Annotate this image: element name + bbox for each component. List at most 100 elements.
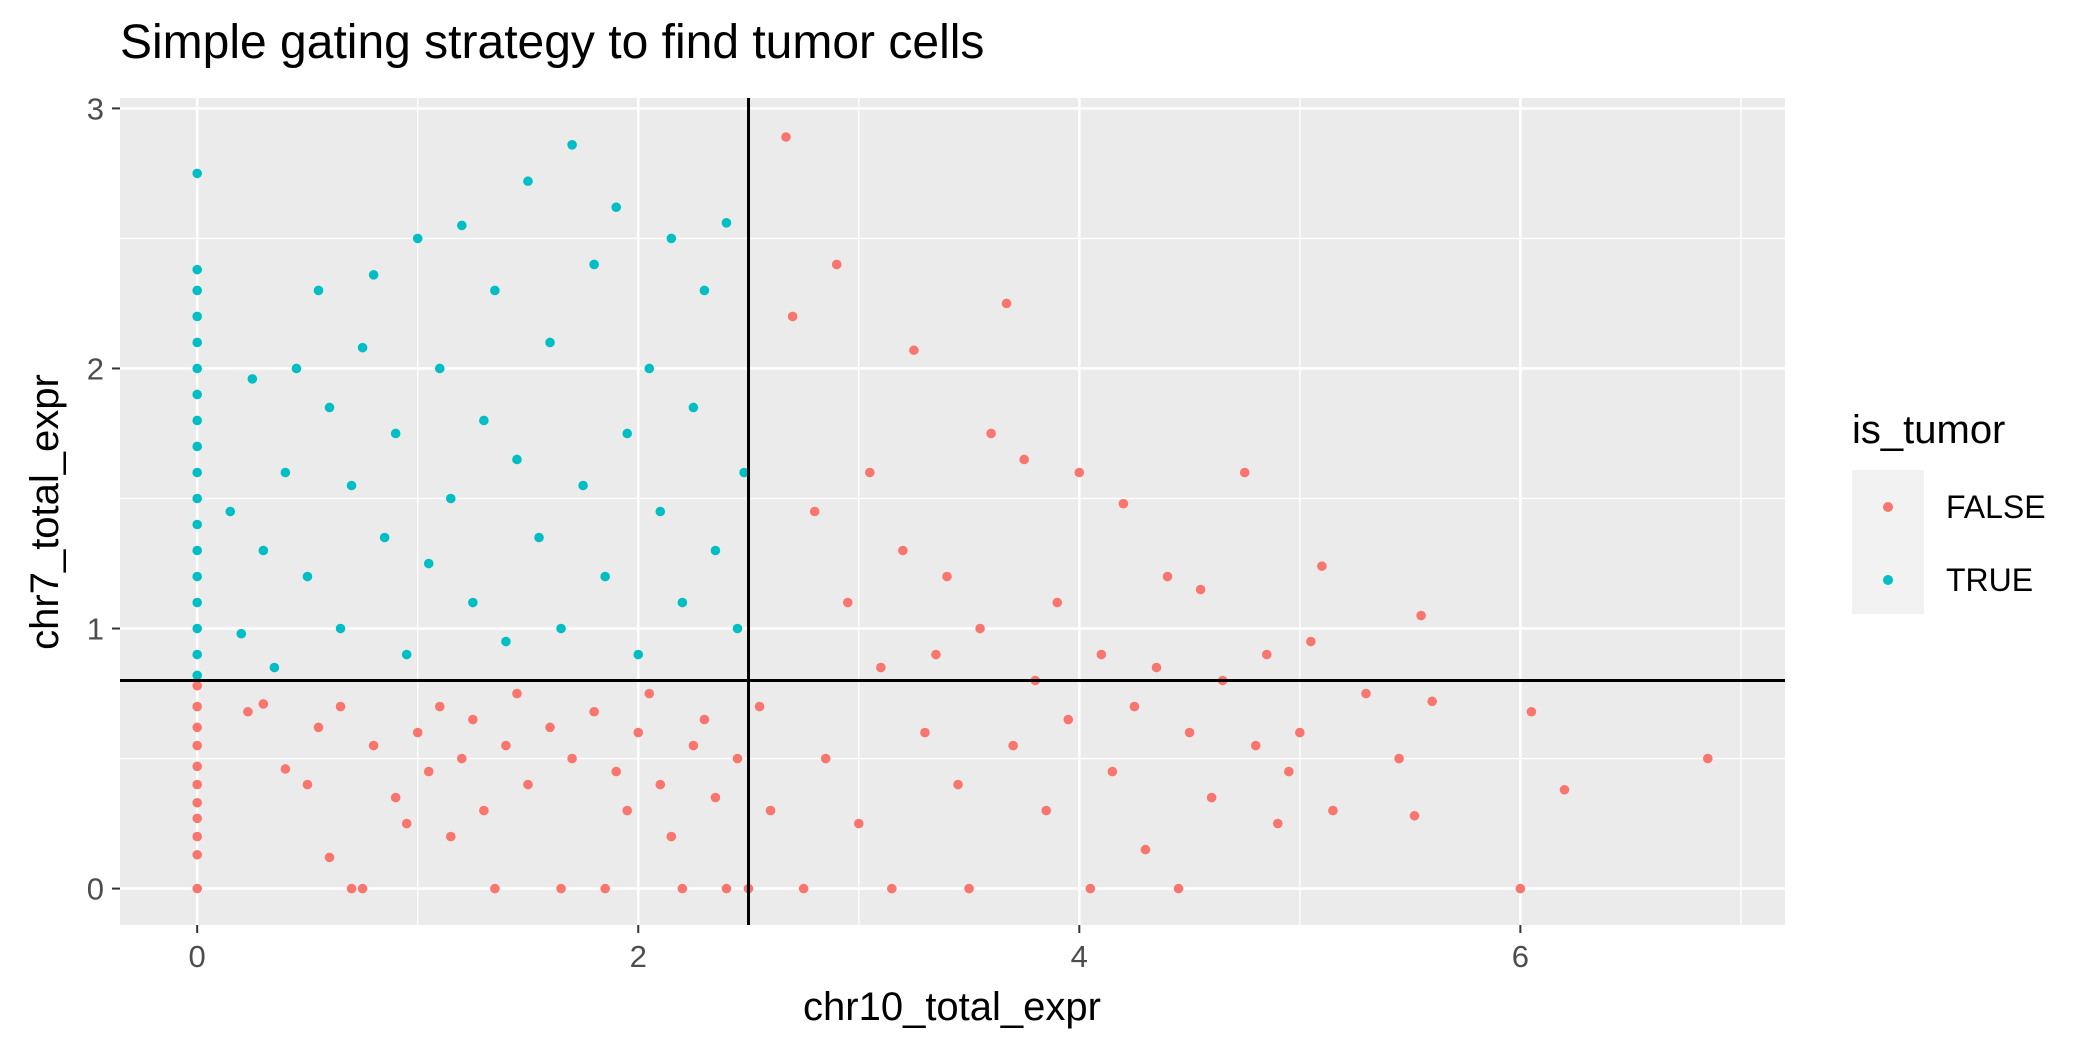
data-point-true [633, 649, 644, 660]
data-point-false [324, 852, 335, 863]
x-tick-label: 4 [1071, 939, 1088, 974]
data-point-true [578, 480, 588, 491]
data-point-false [302, 779, 313, 790]
data-point-false [556, 883, 566, 894]
legend-label-true: TRUE [1946, 562, 2033, 598]
data-point-true [324, 402, 335, 413]
data-point-true [192, 545, 202, 556]
data-point-true [677, 597, 688, 608]
data-point-false [853, 818, 864, 829]
data-point-false [831, 259, 842, 270]
data-point-false [710, 792, 721, 803]
data-point-false [1328, 805, 1338, 816]
data-point-false [1184, 727, 1195, 738]
data-point-false [754, 701, 765, 712]
x-tick-label: 6 [1512, 939, 1529, 974]
data-point-true [192, 467, 202, 478]
data-point-false [243, 706, 253, 717]
data-point-true [192, 623, 202, 634]
data-point-true [225, 506, 236, 517]
data-point-false [975, 623, 985, 634]
data-point-true [357, 342, 368, 353]
data-point-true [501, 636, 511, 647]
x-tick-label: 0 [189, 939, 206, 974]
data-point-false [545, 722, 555, 733]
legend: is_tumor FALSE TRUE [1852, 408, 2046, 614]
data-point-false [192, 740, 202, 751]
data-point-false [490, 883, 500, 894]
data-point-false [192, 797, 202, 808]
data-point-false [1063, 714, 1074, 725]
data-point-false [192, 761, 202, 772]
data-point-true [534, 532, 544, 543]
data-point-false [898, 545, 908, 556]
data-point-false [1239, 467, 1250, 478]
data-point-true [313, 285, 324, 296]
data-point-false [1515, 883, 1526, 894]
data-point-false [1001, 298, 1012, 309]
data-point-false [1272, 818, 1283, 829]
gate-layer [120, 98, 1785, 925]
data-point-false [434, 701, 445, 712]
legend-key-true [1883, 575, 1893, 585]
y-tick-label: 3 [87, 91, 104, 126]
data-point-true [192, 670, 202, 681]
data-point-true [655, 506, 666, 517]
data-point-false [280, 764, 291, 774]
data-point-true [247, 374, 258, 384]
data-point-false [633, 727, 644, 738]
data-point-true [192, 337, 202, 348]
data-point-true [423, 558, 434, 569]
data-point-false [920, 727, 930, 738]
data-point-true [192, 311, 202, 322]
data-point-false [931, 649, 941, 660]
data-point-false [1703, 753, 1713, 764]
data-point-false [820, 753, 831, 764]
data-point-false [655, 779, 666, 790]
data-point-true [192, 441, 202, 452]
data-point-false [1096, 649, 1107, 660]
legend-label-false: FALSE [1946, 489, 2046, 525]
grid-layer [120, 98, 1785, 925]
data-point-true [368, 270, 379, 280]
data-point-true [258, 545, 269, 556]
data-point-true [490, 285, 500, 296]
data-point-true [236, 628, 247, 639]
data-point-false [611, 766, 621, 777]
data-point-false [335, 701, 346, 712]
data-point-false [1195, 584, 1206, 595]
data-point-true [346, 480, 357, 491]
data-point-true [192, 415, 202, 426]
data-point-false [699, 714, 710, 725]
data-point-true [556, 623, 566, 634]
data-point-false [192, 722, 202, 733]
data-point-false [732, 753, 743, 764]
data-point-true [732, 623, 743, 634]
data-point-false [1085, 883, 1096, 894]
data-point-false [1317, 561, 1327, 571]
legend-key-false [1883, 502, 1893, 512]
data-point-false [1074, 467, 1085, 478]
data-point-true [192, 493, 202, 504]
data-point-false [401, 818, 412, 829]
data-point-false [781, 132, 791, 142]
data-point-true [545, 337, 555, 348]
data-point-true [434, 363, 445, 374]
data-point-false [1250, 740, 1261, 751]
data-point-false [192, 680, 202, 691]
data-point-false [390, 792, 401, 803]
data-point-true [445, 493, 456, 504]
data-point-true [721, 218, 732, 228]
data-point-true [269, 662, 280, 673]
data-point-false [1151, 662, 1162, 673]
data-point-true [379, 532, 390, 543]
data-point-false [1409, 810, 1420, 821]
data-point-false [368, 740, 379, 751]
data-point-false [313, 722, 324, 733]
chart-title: Simple gating strategy to find tumor cel… [120, 16, 984, 69]
data-point-false [1019, 454, 1029, 465]
data-point-false [1107, 766, 1118, 777]
y-tick-label: 1 [87, 612, 104, 647]
data-point-false [809, 506, 820, 517]
